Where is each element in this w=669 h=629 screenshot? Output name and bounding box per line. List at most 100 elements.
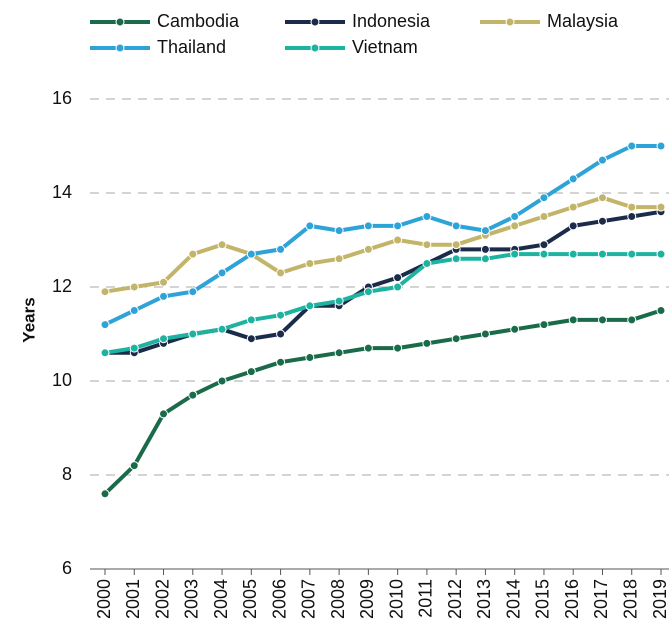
point	[597, 315, 607, 325]
x-tick-label: 2005	[240, 579, 260, 619]
point	[393, 235, 403, 245]
x-tick-label: 2000	[94, 579, 114, 619]
point	[217, 240, 227, 250]
x-tick-label: 2011	[416, 579, 436, 618]
y-tick-label: 14	[52, 182, 72, 202]
point	[363, 221, 373, 231]
point	[451, 221, 461, 231]
series-line	[103, 308, 662, 496]
point	[393, 273, 403, 283]
y-axis-label: Years	[19, 297, 38, 342]
point	[129, 461, 139, 471]
point	[656, 141, 666, 151]
point	[422, 212, 432, 221]
point	[393, 343, 403, 353]
series-line	[104, 252, 661, 355]
series-line	[104, 144, 661, 327]
point	[422, 259, 432, 268]
point	[539, 249, 549, 259]
point	[539, 193, 549, 203]
point	[539, 212, 549, 221]
series-line	[104, 195, 661, 294]
legend-marker	[115, 17, 125, 27]
point	[100, 348, 110, 358]
point	[568, 202, 578, 212]
legend-label: Cambodia	[157, 11, 240, 31]
x-tick-label: 2009	[357, 579, 377, 619]
point	[334, 226, 344, 236]
point	[246, 334, 256, 344]
point	[568, 174, 578, 184]
point	[188, 287, 198, 297]
y-tick-label: 16	[52, 88, 72, 108]
point	[568, 249, 578, 259]
point	[100, 489, 110, 499]
point	[597, 216, 607, 226]
point	[510, 324, 520, 334]
x-tick-label: 2010	[386, 579, 406, 619]
point	[510, 221, 520, 231]
point	[334, 254, 344, 264]
point	[627, 249, 637, 259]
point	[597, 249, 607, 259]
x-tick-label: 2002	[152, 579, 172, 619]
point	[363, 287, 373, 297]
point	[217, 324, 227, 334]
point	[363, 244, 373, 254]
x-tick-label: 2001	[123, 579, 143, 619]
x-tick-label: 2013	[474, 579, 494, 619]
point	[568, 315, 578, 325]
point	[246, 367, 256, 377]
point	[246, 249, 256, 259]
point	[539, 240, 549, 250]
point	[656, 306, 666, 315]
point	[305, 221, 315, 231]
legend-label: Vietnam	[352, 37, 418, 57]
point	[217, 268, 227, 278]
point	[188, 390, 198, 400]
point	[129, 306, 139, 315]
x-tick-label: 2008	[328, 579, 348, 619]
legend-marker	[310, 17, 320, 27]
y-tick-label: 6	[62, 558, 72, 578]
x-tick-label: 2007	[299, 579, 319, 619]
point	[451, 334, 461, 344]
point	[597, 193, 607, 203]
point	[276, 268, 286, 278]
x-tick-label: 2006	[269, 579, 289, 619]
legend-marker	[115, 43, 125, 53]
legend-label: Malaysia	[547, 11, 619, 31]
x-tick-label: 2017	[591, 579, 611, 619]
legend-label: Indonesia	[352, 11, 431, 31]
point	[539, 320, 549, 330]
point	[246, 315, 256, 325]
legend-marker	[505, 17, 515, 27]
point	[188, 329, 198, 339]
y-tick-label: 12	[52, 276, 72, 296]
point	[129, 282, 139, 292]
point	[627, 141, 637, 151]
x-tick-label: 2004	[211, 579, 231, 619]
point	[188, 249, 198, 259]
point	[100, 320, 110, 330]
point	[451, 240, 461, 250]
point	[159, 409, 169, 419]
legend-label: Thailand	[157, 37, 226, 57]
point	[276, 244, 286, 254]
point	[627, 315, 637, 325]
point	[656, 249, 666, 259]
series-line	[105, 209, 662, 355]
point	[305, 259, 315, 268]
x-tick-label: 2019	[650, 579, 669, 619]
x-tick-label: 2018	[620, 579, 640, 619]
x-tick-label: 2015	[533, 579, 553, 619]
legend-marker	[310, 43, 320, 53]
x-tick-label: 2014	[503, 579, 523, 619]
point	[276, 310, 286, 320]
point	[480, 254, 490, 264]
point	[568, 221, 578, 231]
point	[422, 338, 432, 348]
point	[451, 254, 461, 264]
point	[276, 329, 286, 339]
